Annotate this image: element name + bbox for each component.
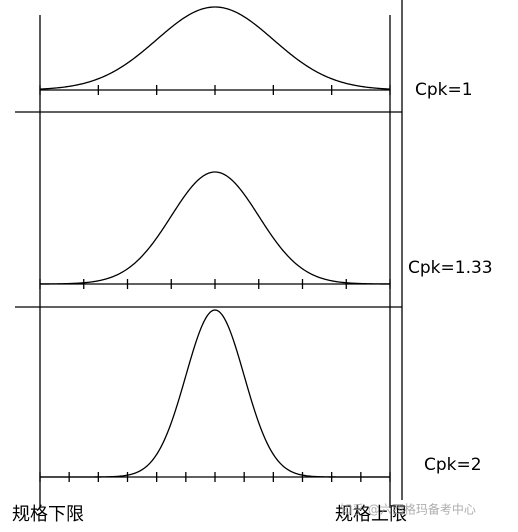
normal-curve — [40, 309, 390, 478]
normal-curve — [40, 171, 390, 285]
lower-limit-label: 规格下限 — [12, 504, 84, 525]
panel-label: Cpk=1.33 — [408, 258, 493, 278]
watermark: 知乎 @六西格玛备考中心 — [340, 502, 476, 517]
normal-curve — [39, 6, 391, 90]
curves — [39, 6, 391, 482]
upper-limit-label: 规格上限 — [335, 504, 407, 525]
panel-label: Cpk=1 — [415, 80, 473, 100]
panel-label: Cpk=2 — [424, 455, 482, 475]
